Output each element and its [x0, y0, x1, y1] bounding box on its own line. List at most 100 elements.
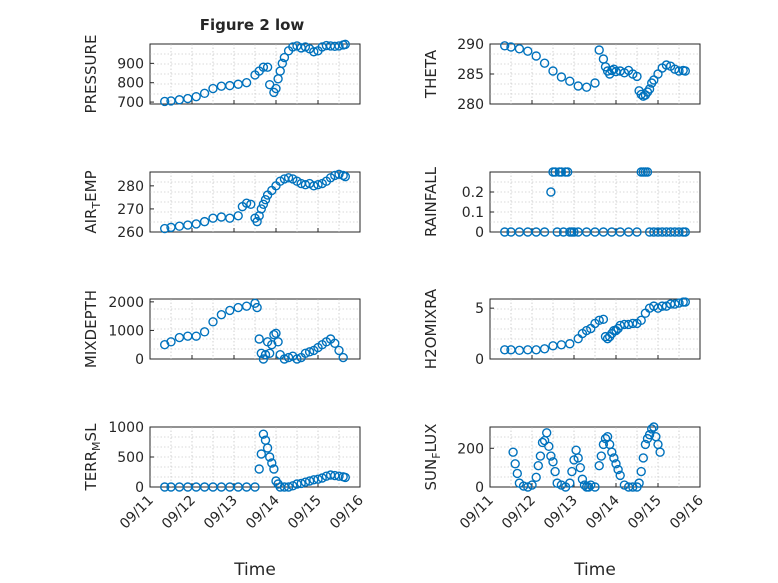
- figure-title: Figure 2 low: [200, 16, 305, 34]
- data-point: [575, 462, 585, 473]
- data-point: [539, 58, 550, 68]
- data-point: [262, 443, 273, 453]
- data-point: [556, 167, 567, 177]
- y-axis-label: THETA: [422, 49, 440, 99]
- y-axis-label: PRESSURE: [82, 35, 100, 114]
- data-point: [647, 424, 657, 434]
- data-points: [508, 422, 665, 492]
- data-point: [340, 472, 350, 483]
- data-point: [208, 83, 218, 94]
- data-point: [258, 429, 269, 439]
- data-point: [596, 451, 606, 461]
- data-point: [271, 83, 281, 94]
- data-point: [300, 477, 311, 487]
- data-point: [632, 71, 642, 82]
- subplot-h2omixra: 0 5 H2OMIXRA: [422, 288, 701, 369]
- data-point: [317, 473, 327, 483]
- data-points: [500, 167, 690, 237]
- data-point: [510, 459, 520, 469]
- data-point: [254, 464, 264, 474]
- data-point: [199, 216, 210, 227]
- data-point: [199, 88, 210, 99]
- data-point: [250, 482, 260, 492]
- data-point: [548, 66, 558, 76]
- data-point: [552, 227, 562, 237]
- y-tick-label: 200: [457, 441, 484, 457]
- data-point: [670, 299, 680, 309]
- data-point: [674, 298, 684, 308]
- subplot-air-temp: 260 270 280 AIRTEMP: [82, 169, 361, 241]
- subplot-pressure: 700 800 900 PRESSURE: [82, 35, 361, 114]
- data-point: [590, 482, 600, 492]
- data-point: [300, 348, 311, 358]
- data-point: [183, 93, 193, 104]
- y-axis-label: MIXDEPTH: [82, 290, 100, 368]
- data-point: [567, 466, 577, 477]
- data-points: [500, 297, 690, 356]
- data-point: [613, 464, 623, 475]
- data-point: [577, 474, 588, 484]
- data-point: [632, 227, 642, 237]
- data-point: [680, 66, 690, 76]
- subplot-sun-flux: 0 200 09/11 09/12 09/13 09/14 09/15 09/16 SUNFLU…: [422, 422, 707, 533]
- data-point: [569, 227, 579, 237]
- data-point: [269, 464, 279, 474]
- y-tick-label: 0: [475, 225, 484, 241]
- x-tick-label: 09/13: [201, 493, 241, 533]
- data-point: [527, 480, 537, 490]
- data-point: [506, 42, 516, 52]
- data-point: [609, 64, 619, 74]
- data-point: [241, 301, 252, 311]
- data-point: [680, 297, 690, 307]
- data-point: [594, 461, 604, 471]
- data-point: [313, 179, 323, 190]
- data-point: [260, 194, 271, 205]
- data-point: [565, 339, 575, 349]
- data-point: [241, 198, 252, 208]
- data-point: [657, 301, 667, 311]
- data-point: [638, 453, 648, 463]
- data-point: [584, 482, 594, 492]
- data-point: [546, 451, 556, 461]
- y-tick-label: 270: [117, 202, 144, 218]
- data-point: [598, 439, 609, 450]
- data-point: [636, 315, 646, 326]
- y-tick-label: 800: [117, 76, 144, 92]
- y-axis-label: RAINFALL: [422, 166, 440, 237]
- data-point: [265, 452, 275, 462]
- data-point: [531, 51, 541, 61]
- x-tick-label: 09/15: [625, 493, 665, 533]
- x-tick-label: 09/13: [541, 493, 581, 533]
- data-point: [649, 422, 659, 432]
- x-tick-label: 09/11: [117, 493, 157, 533]
- data-point: [609, 453, 619, 463]
- data-point: [191, 91, 201, 102]
- x-tick-label: 09/12: [499, 493, 539, 533]
- data-point: [628, 318, 638, 329]
- data-point: [288, 481, 298, 491]
- y-tick-label: 1000: [108, 420, 144, 436]
- data-point: [590, 78, 600, 88]
- data-point: [340, 171, 350, 182]
- data-point: [539, 344, 550, 354]
- data-point: [292, 354, 302, 364]
- subplot-theta: 280 285 290 THETA: [422, 37, 701, 113]
- data-point: [246, 199, 256, 210]
- grid-lines: [150, 44, 360, 104]
- y-tick-label: 260: [117, 225, 144, 241]
- data-points: [159, 429, 350, 492]
- data-point: [283, 173, 294, 183]
- data-point: [334, 169, 344, 180]
- x-tick-label: 09/14: [243, 492, 283, 532]
- y-tick-label: 290: [457, 37, 484, 53]
- data-point: [634, 478, 644, 488]
- data-point: [225, 213, 235, 223]
- data-point: [640, 439, 651, 450]
- data-point: [565, 478, 575, 488]
- data-point: [277, 58, 287, 69]
- y-tick-label: 1000: [108, 323, 144, 339]
- y-tick-label: 285: [457, 67, 484, 83]
- y-tick-label: 0: [135, 480, 144, 496]
- data-point: [611, 459, 621, 469]
